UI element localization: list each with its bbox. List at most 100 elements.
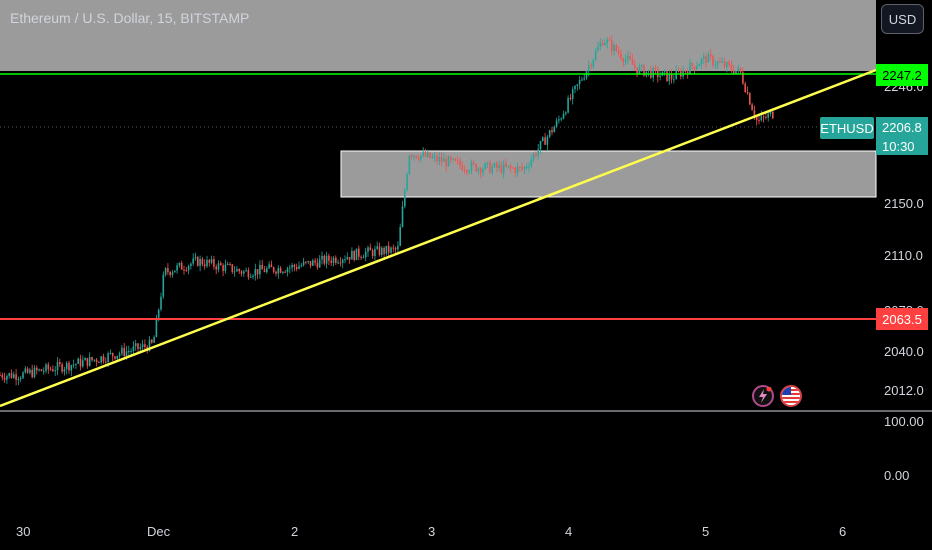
last-price-badge[interactable]: 2206.8 bbox=[876, 117, 928, 137]
candle-body bbox=[719, 61, 721, 63]
candle-body bbox=[31, 369, 33, 378]
candle-body bbox=[369, 247, 372, 251]
candle-body bbox=[339, 262, 342, 264]
candle-body bbox=[473, 162, 475, 165]
candle-body bbox=[670, 74, 673, 80]
candle-body bbox=[551, 130, 553, 133]
candle-body bbox=[332, 257, 335, 263]
candle-body bbox=[640, 65, 643, 67]
candle-body bbox=[698, 64, 700, 67]
candle-body bbox=[194, 257, 197, 259]
candle-body bbox=[516, 166, 519, 173]
candle-body bbox=[8, 373, 10, 376]
candle-body bbox=[360, 256, 362, 258]
candle-body bbox=[286, 268, 289, 272]
candle-body bbox=[624, 59, 627, 63]
candle-body bbox=[226, 264, 229, 266]
candle-body bbox=[105, 361, 107, 363]
candle-body bbox=[408, 155, 411, 175]
trendline[interactable] bbox=[0, 68, 877, 408]
candle-body bbox=[19, 378, 22, 380]
green-level-badge[interactable]: 2247.2 bbox=[876, 64, 928, 86]
candle-body bbox=[309, 261, 312, 266]
candle-body bbox=[201, 258, 204, 265]
candle-body bbox=[417, 158, 420, 160]
candle-body bbox=[686, 71, 689, 75]
candle-body bbox=[238, 269, 240, 272]
currency-button[interactable]: USD bbox=[881, 4, 924, 34]
candle-body bbox=[374, 248, 376, 257]
candle-body bbox=[668, 74, 671, 81]
candle-body bbox=[523, 167, 526, 170]
candle-body bbox=[622, 58, 625, 63]
candle-body bbox=[249, 276, 252, 278]
candle-body bbox=[141, 344, 144, 348]
candle-body bbox=[378, 246, 381, 256]
candle-body bbox=[765, 116, 767, 118]
candle-body bbox=[601, 42, 604, 46]
candle-body bbox=[604, 43, 606, 46]
candle-body bbox=[620, 53, 622, 59]
time-tick: 6 bbox=[839, 524, 847, 539]
candle-body bbox=[247, 270, 250, 278]
candle-body bbox=[571, 89, 574, 100]
us-flag-icon[interactable] bbox=[780, 385, 802, 407]
candle-body bbox=[657, 69, 659, 78]
price-tick: 2110.0 bbox=[884, 248, 923, 263]
candle-body bbox=[91, 357, 93, 361]
candle-body bbox=[169, 271, 171, 275]
candle-body bbox=[137, 343, 139, 349]
lightning-icon[interactable] bbox=[752, 385, 774, 407]
candle-body bbox=[696, 66, 698, 70]
price-tick: 2040.0 bbox=[884, 344, 924, 359]
candle-body bbox=[429, 152, 431, 159]
candle-body bbox=[385, 245, 388, 254]
candle-body bbox=[560, 118, 562, 120]
candle-body bbox=[346, 257, 349, 260]
indicator-tick: 0.00 bbox=[884, 468, 910, 483]
candle-body bbox=[505, 163, 507, 167]
candle-body bbox=[594, 50, 597, 60]
candle-body bbox=[208, 259, 211, 263]
candle-body bbox=[491, 167, 493, 173]
candle-body bbox=[259, 264, 261, 275]
candle-body bbox=[88, 357, 91, 366]
candle-body bbox=[567, 97, 569, 113]
red-level-badge[interactable]: 2063.5 bbox=[876, 308, 928, 330]
candle-body bbox=[581, 79, 583, 81]
candle-body bbox=[730, 64, 733, 71]
candle-body bbox=[118, 353, 121, 356]
candle-body bbox=[760, 116, 763, 121]
candle-body bbox=[735, 70, 737, 74]
candle-body bbox=[240, 271, 243, 274]
candle-body bbox=[220, 263, 222, 266]
countdown-badge: 10:30 bbox=[876, 137, 928, 155]
candle-body bbox=[275, 271, 277, 274]
candle-body bbox=[401, 206, 404, 228]
candle-body bbox=[75, 363, 77, 365]
supply-zone[interactable] bbox=[0, 0, 876, 71]
candle-body bbox=[116, 355, 119, 359]
candle-body bbox=[565, 112, 567, 115]
candle-body bbox=[647, 69, 650, 72]
candle-body bbox=[10, 373, 13, 378]
candle-body bbox=[424, 152, 427, 157]
candle-body bbox=[431, 156, 434, 159]
candle-body bbox=[351, 250, 353, 260]
candle-body bbox=[134, 343, 137, 347]
candle-body bbox=[569, 97, 572, 100]
candle-body bbox=[328, 255, 330, 261]
candle-body bbox=[450, 156, 452, 160]
candle-body bbox=[673, 79, 675, 81]
candle-body bbox=[482, 169, 484, 173]
candle-body bbox=[726, 62, 728, 68]
price-tick: 2012.0 bbox=[884, 383, 924, 398]
candle-body bbox=[139, 347, 142, 349]
candle-body bbox=[659, 75, 661, 78]
time-tick: 5 bbox=[702, 524, 710, 539]
candle-body bbox=[293, 265, 296, 268]
time-tick: 30 bbox=[16, 524, 31, 539]
symbol-badge[interactable]: ETHUSD bbox=[820, 117, 874, 139]
